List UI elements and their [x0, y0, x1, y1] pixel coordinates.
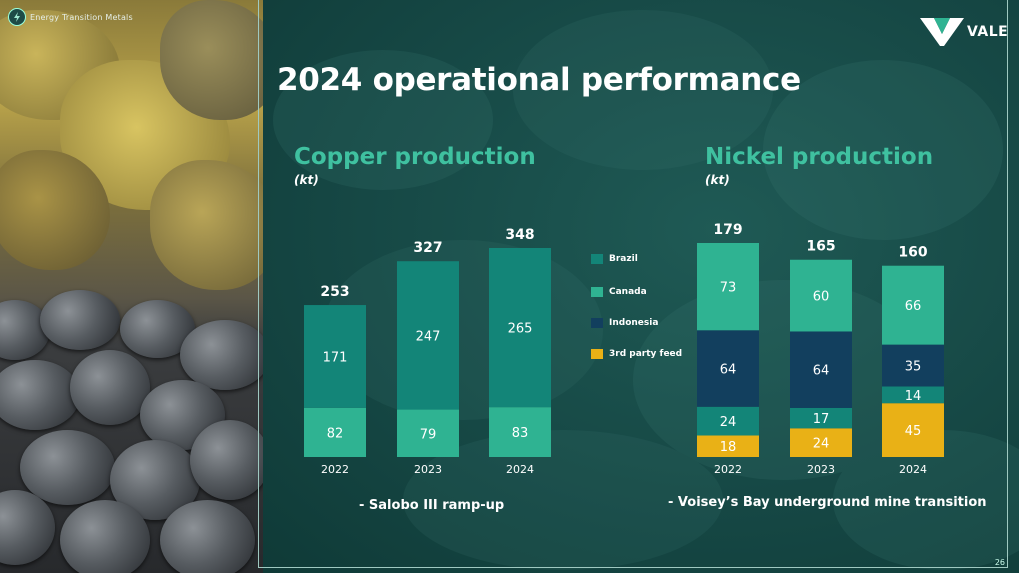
nickel-bar-label: 66 [905, 299, 922, 314]
nickel-category-label: 2023 [807, 463, 835, 476]
copper-category-label: 2022 [321, 463, 349, 476]
copper-unit: (kt) [294, 173, 319, 187]
nickel-bar-label: 45 [905, 424, 922, 439]
copper-bar-label: 171 [323, 350, 348, 365]
page-number: 26 [994, 558, 1005, 567]
nickel-bar-label: 64 [813, 364, 830, 379]
nickel-total-label: 179 [713, 222, 742, 238]
nickel-bar-label: 60 [813, 290, 830, 305]
legend-swatch-indonesia [591, 318, 603, 328]
nickel-note: - Voisey’s Bay underground mine transiti… [668, 495, 987, 510]
copper-bar-brazil-2023 [397, 261, 459, 410]
nickel-unit: (kt) [705, 173, 730, 187]
slide-title: 2024 operational performance [277, 62, 801, 98]
copper-note: - Salobo III ramp-up [359, 498, 505, 513]
copper-category-label: 2023 [414, 463, 442, 476]
legend-item-canada: Canada [591, 287, 711, 297]
copper-bar-label: 79 [420, 427, 437, 442]
copper-bar-brazil-2022 [304, 305, 366, 408]
nickel-title: Nickel production [705, 144, 934, 170]
vale-logo: VALE [920, 16, 1008, 48]
copper-total-label: 327 [413, 240, 442, 256]
copper-total-label: 253 [320, 284, 349, 300]
legend-label: Canada [609, 287, 647, 297]
nickel-total-label: 160 [898, 245, 927, 261]
nickel-bar-indonesia-2022 [697, 330, 759, 407]
copper-title: Copper production [294, 144, 536, 170]
nickel-bar-label: 18 [720, 440, 737, 455]
vale-logo-icon [920, 18, 964, 46]
nickel-category-label: 2022 [714, 463, 742, 476]
brand-tag-label: Energy Transition Metals [30, 12, 133, 22]
nickel-bar-label: 35 [905, 360, 922, 375]
nickel-bar-3rd-party-feed-2024 [882, 403, 944, 457]
nickel-bar-label: 73 [720, 281, 737, 296]
copper-bar-label: 82 [327, 426, 344, 441]
copper-bar-brazil-2024 [489, 248, 551, 408]
nickel-bar-brazil-2024 [882, 386, 944, 404]
nickel-bar-brazil-2023 [790, 407, 852, 429]
copper-bar-canada-2022 [304, 407, 366, 457]
copper-bar-label: 247 [416, 329, 441, 344]
nickel-total-label: 165 [806, 239, 835, 255]
nickel-bar-label: 64 [720, 363, 737, 378]
legend-label: Brazil [609, 254, 638, 264]
nickel-bar-indonesia-2023 [790, 331, 852, 408]
nickel-bar-3rd-party-feed-2023 [790, 428, 852, 457]
nickel-bar-label: 24 [813, 437, 830, 452]
brand-tag: Energy Transition Metals [8, 8, 133, 26]
copper-bar-label: 83 [512, 426, 529, 441]
nickel-category-label: 2024 [899, 463, 927, 476]
copper-bar-canada-2024 [489, 407, 551, 457]
copper-bar-canada-2023 [397, 409, 459, 457]
nickel-bar-label: 17 [813, 412, 830, 427]
nickel-bar-brazil-2022 [697, 406, 759, 436]
legend-item-3rd-party-feed: 3rd party feed [591, 349, 711, 359]
nickel-bar-label: 24 [720, 415, 737, 430]
legend-swatch-canada [591, 287, 603, 297]
legend-item-indonesia: Indonesia [591, 318, 711, 328]
nickel-bar-canada-2023 [790, 259, 852, 332]
nickel-bar-canada-2022 [697, 243, 759, 331]
legend-label: Indonesia [609, 318, 659, 328]
nickel-bar-3rd-party-feed-2022 [697, 435, 759, 457]
legend-swatch-3rd-party-feed [591, 349, 603, 359]
copper-bar-label: 265 [508, 322, 533, 337]
nickel-bar-label: 14 [905, 389, 922, 404]
legend-swatch-brazil [591, 254, 603, 264]
legend-label: 3rd party feed [609, 349, 683, 359]
copper-total-label: 348 [505, 227, 534, 243]
lightning-icon [8, 8, 26, 26]
copper-category-label: 2024 [506, 463, 534, 476]
nickel-bar-indonesia-2024 [882, 344, 944, 387]
background-photo [0, 0, 263, 573]
nickel-bar-canada-2024 [882, 265, 944, 345]
legend-item-brazil: Brazil [591, 254, 711, 264]
vale-logo-text: VALE [967, 24, 1009, 40]
